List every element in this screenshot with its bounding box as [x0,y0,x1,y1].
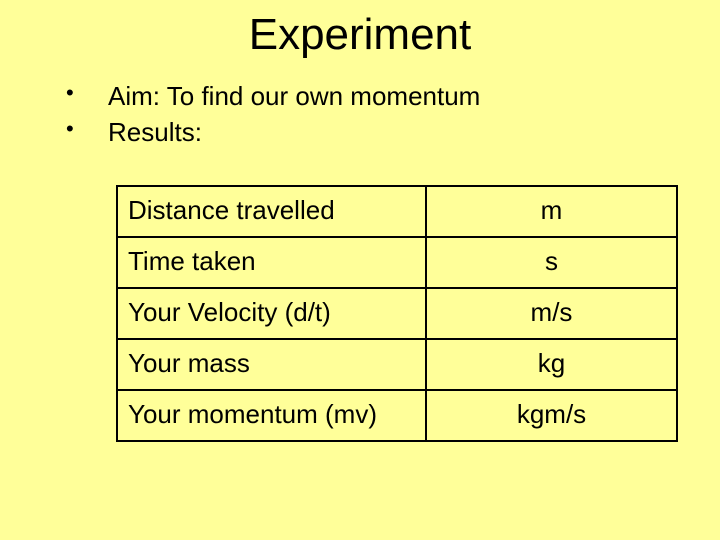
label-cell: Your mass [117,339,426,390]
results-table: Distance travelled m Time taken s Your V… [116,185,678,442]
unit-cell: kgm/s [426,390,677,441]
table-row: Time taken s [117,237,677,288]
table-row: Your mass kg [117,339,677,390]
label-cell: Your Velocity (d/t) [117,288,426,339]
unit-cell: m/s [426,288,677,339]
label-cell: Your momentum (mv) [117,390,426,441]
table-row: Your Velocity (d/t) m/s [117,288,677,339]
page-title: Experiment [40,10,680,60]
unit-cell: kg [426,339,677,390]
bullet-item-results: Results: [60,114,680,150]
table-row: Distance travelled m [117,186,677,237]
bullet-list: Aim: To find our own momentum Results: [40,78,680,151]
label-cell: Distance travelled [117,186,426,237]
bullet-item-aim: Aim: To find our own momentum [60,78,680,114]
label-cell: Time taken [117,237,426,288]
unit-cell: s [426,237,677,288]
slide: Experiment Aim: To find our own momentum… [0,0,720,540]
unit-cell: m [426,186,677,237]
table-row: Your momentum (mv) kgm/s [117,390,677,441]
